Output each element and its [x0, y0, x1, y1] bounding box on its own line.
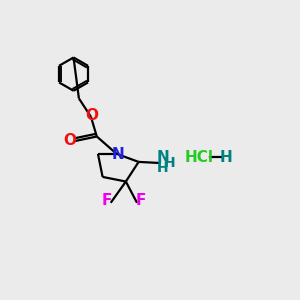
Text: F: F — [135, 194, 146, 208]
Text: N: N — [156, 151, 169, 166]
Text: HCl: HCl — [184, 150, 214, 165]
Text: O: O — [63, 133, 76, 148]
Text: H: H — [220, 150, 232, 165]
Text: F: F — [102, 194, 112, 208]
Text: H: H — [157, 161, 168, 175]
Text: H: H — [164, 156, 176, 170]
Text: N: N — [111, 148, 124, 163]
Text: O: O — [85, 107, 99, 122]
